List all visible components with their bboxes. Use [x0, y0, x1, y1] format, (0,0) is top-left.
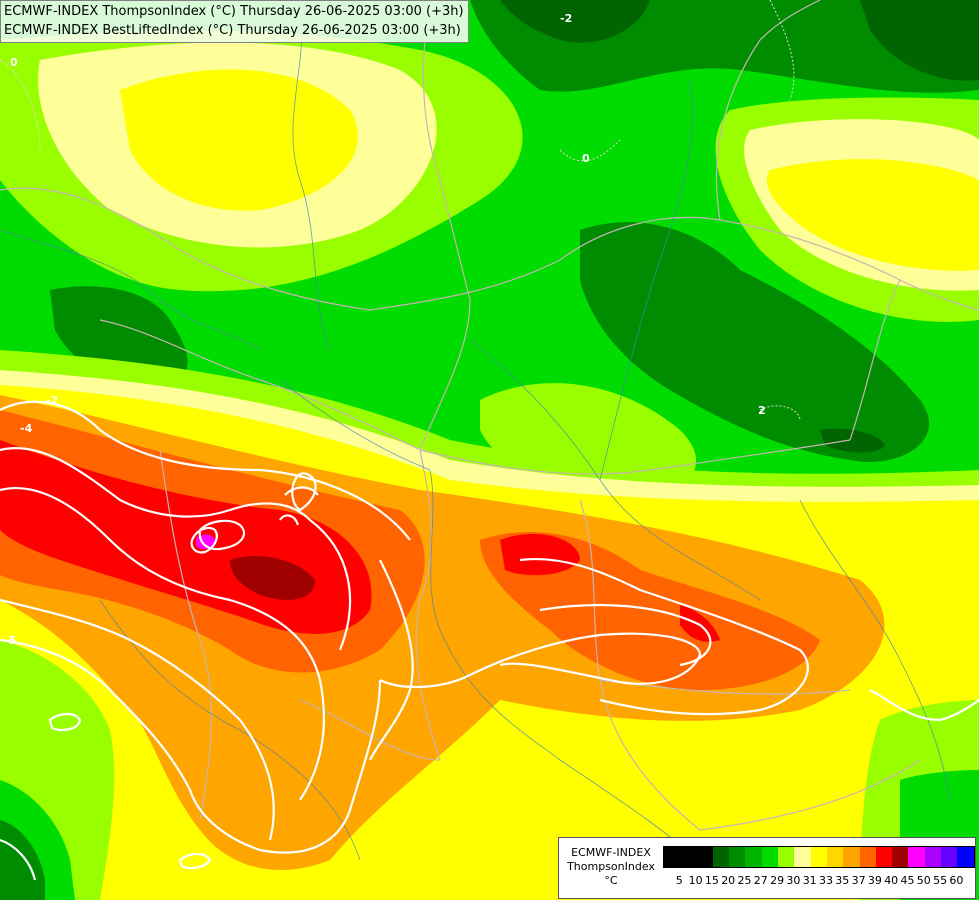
legend-tick: 33 — [819, 874, 833, 887]
field-dark-green-southwest — [0, 820, 45, 900]
field-red-central — [500, 533, 580, 576]
contour-labels: -5 -4 -2 0 2 -2 0 — [4, 12, 766, 647]
legend-swatch — [680, 847, 697, 867]
legend-tick: 25 — [737, 874, 752, 887]
legend-tick: 40 — [884, 874, 899, 887]
color-legend: ECMWF-INDEX ThompsonIndex °C 5 10 15 20 25 27… — [558, 837, 976, 899]
legend-swatch — [826, 847, 844, 867]
legend-swatch — [810, 847, 827, 867]
legend-model: ECMWF-INDEX — [571, 846, 651, 859]
field-darkest-green-topright — [860, 0, 979, 81]
contour-label: -4 — [20, 422, 33, 435]
legend-tick: 27 — [753, 874, 768, 887]
legend-tick: 45 — [900, 874, 915, 887]
legend-tick: 39 — [867, 874, 882, 887]
legend-tick: 10 — [688, 874, 703, 887]
contour-label: 2 — [758, 404, 766, 417]
field-darkest-green-east — [820, 428, 885, 453]
legend-swatch — [664, 847, 681, 867]
field-yellow-northeast — [766, 159, 979, 271]
legend-swatch — [794, 847, 811, 867]
legend-tick: 55 — [933, 874, 948, 887]
legend-swatch — [859, 847, 876, 867]
field-dark-green-east — [580, 222, 930, 462]
title-best-lifted-index: ECMWF-INDEX BestLiftedIndex (°C) Thursda… — [4, 23, 461, 38]
country-borders — [0, 0, 979, 831]
legend-tick: 15 — [704, 874, 719, 887]
contour-label: 0 — [582, 152, 590, 165]
field-dark-orange-east — [480, 531, 820, 690]
field-darkest-green-top — [500, 0, 650, 43]
legend-swatch — [745, 847, 762, 867]
zero-contours — [0, 0, 801, 421]
legend-tick: 31 — [802, 874, 817, 887]
legend-swatches — [663, 846, 975, 868]
legend-tick: 50 — [916, 874, 931, 887]
legend-tick: 20 — [721, 874, 736, 887]
legend-swatch — [778, 847, 795, 867]
contour-label: -5 — [4, 634, 16, 647]
legend-tick: 30 — [786, 874, 801, 887]
legend-tick: 60 — [949, 874, 964, 887]
rivers — [0, 0, 951, 881]
legend-label: ECMWF-INDEX ThompsonIndex °C — [561, 846, 661, 888]
legend-parameter: ThompsonIndex — [567, 860, 655, 873]
legend-unit: °C — [604, 874, 618, 887]
lifted-index-contours — [0, 400, 979, 881]
legend-swatch — [712, 847, 730, 867]
legend-swatch — [941, 847, 958, 867]
map-title: ECMWF-INDEX ThompsonIndex (°C) Thursday … — [0, 0, 469, 43]
field-darkred-core — [230, 556, 315, 600]
legend-swatch — [924, 847, 942, 867]
legend-swatch — [892, 847, 909, 867]
legend-swatch — [761, 847, 779, 867]
legend-swatch — [908, 847, 925, 867]
legend-swatch — [729, 847, 746, 867]
legend-tick: 35 — [835, 874, 850, 887]
legend-swatch — [957, 847, 974, 867]
legend-swatch — [843, 847, 860, 867]
legend-tick: 5 — [675, 874, 683, 887]
legend-tick: 29 — [770, 874, 785, 887]
legend-swatch — [696, 847, 713, 867]
contour-label: -2 — [46, 394, 58, 407]
title-thompson-index: ECMWF-INDEX ThompsonIndex (°C) Thursday … — [4, 4, 464, 19]
legend-ticks: 5 10 15 20 25 27 29 30 31 33 35 37 39 40 45 50 55 60 — [663, 874, 973, 888]
legend-tick: 37 — [851, 874, 866, 887]
contour-label: 0 — [10, 56, 18, 69]
contour-label: -2 — [560, 12, 572, 25]
field-red-east — [680, 605, 720, 642]
legend-swatch — [875, 847, 893, 867]
